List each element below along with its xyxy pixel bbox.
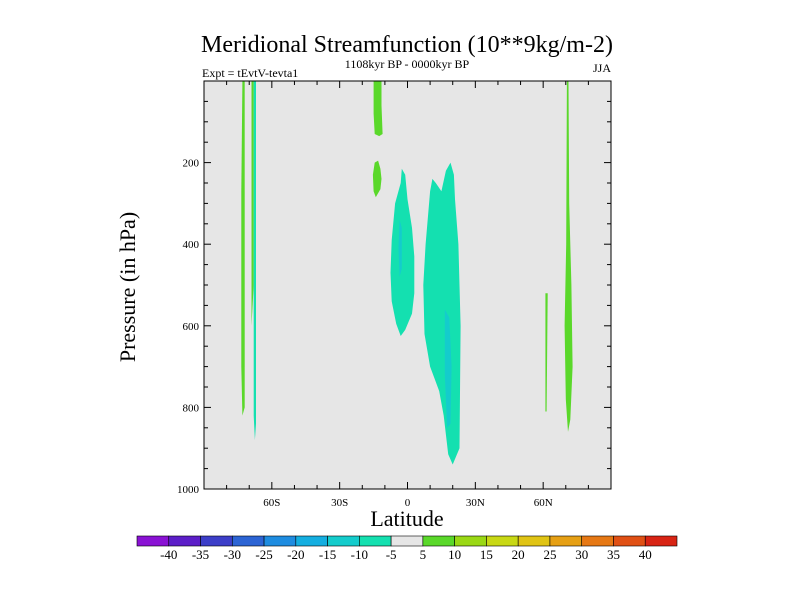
colorbar-label: 10 — [448, 547, 461, 562]
colorbar-swatch — [136, 535, 170, 547]
plot-area — [204, 81, 611, 489]
contour-region-eq-negative-west — [390, 168, 415, 336]
colorbar-label: 35 — [607, 547, 620, 562]
colorbar-swatch — [454, 535, 487, 547]
colorbar-label: -30 — [224, 547, 241, 562]
colorbar-swatch — [644, 535, 678, 547]
chart-subtitle-center: 1108kyr BP - 0000kyr BP — [345, 57, 470, 71]
colorbar-label: 40 — [639, 547, 652, 562]
colorbar-swatch — [581, 535, 614, 547]
contour-region-eq-negative-east — [423, 162, 461, 465]
x-axis-title: Latitude — [370, 506, 443, 531]
chart-subtitle-right: JJA — [593, 61, 611, 75]
colorbar-label: -10 — [351, 547, 368, 562]
colorbar-swatch — [517, 535, 551, 547]
colorbar-label: -20 — [287, 547, 304, 562]
colorbar-label: 20 — [512, 547, 525, 562]
x-tick-label: 60S — [263, 497, 280, 509]
colorbar-swatch — [390, 535, 424, 547]
y-tick-label: 400 — [183, 239, 200, 251]
y-tick-label: 200 — [183, 158, 200, 170]
x-tick-label: 30N — [466, 497, 485, 509]
colorbar-label: -40 — [160, 547, 177, 562]
colorbar: -40 -35 -30 -25 -20 -15 -10 -5 5 10 15 20 25 30 35 40 — [136, 535, 678, 562]
contour-region-nh-polar-positive-east — [564, 81, 573, 432]
contour-region-eq-negative-core-west — [398, 219, 402, 277]
contour-region-upper-positive — [373, 81, 383, 137]
y-axis-title: Pressure (in hPa) — [115, 212, 140, 362]
colorbar-swatch — [231, 535, 265, 547]
colorbar-swatch — [168, 535, 201, 547]
colorbar-swatch — [486, 535, 519, 547]
colorbar-label: 30 — [575, 547, 588, 562]
x-tick-label: 60N — [534, 497, 553, 509]
contour-region-nh-polar-positive-west — [545, 293, 548, 412]
colorbar-swatch — [200, 535, 233, 547]
colorbar-label: -15 — [319, 547, 336, 562]
colorbar-swatch — [549, 535, 583, 547]
colorbar-label: 25 — [543, 547, 556, 562]
colorbar-label: 5 — [420, 547, 427, 562]
contour-region-sh-polar-positive-west — [241, 81, 245, 416]
contour-region-sh-polar-negative — [253, 81, 256, 440]
contour-region-sh-polar-positive-east — [251, 81, 254, 326]
contour-region-upper-positive-lobe — [372, 160, 382, 198]
chart-subtitle-left: Expt = tEvtV-tevta1 — [202, 66, 298, 80]
colorbar-label: -35 — [192, 547, 209, 562]
colorbar-label: 15 — [480, 547, 493, 562]
colorbar-swatch — [422, 535, 455, 547]
colorbar-swatch — [327, 535, 360, 547]
colorbar-swatch — [295, 535, 328, 547]
chart-title: Meridional Streamfunction (10**9kg/m-2) — [201, 32, 613, 58]
colorbar-swatch — [263, 535, 297, 547]
x-tick-label: 30S — [331, 497, 348, 509]
colorbar-label: -25 — [255, 547, 272, 562]
x-tick-label: 0 — [405, 497, 411, 509]
contour-region-eq-negative-core-east — [444, 309, 452, 428]
colorbar-swatch — [359, 535, 392, 547]
y-tick-label: 600 — [183, 321, 200, 333]
y-tick-label: 800 — [183, 402, 200, 414]
colorbar-swatch — [613, 535, 646, 547]
axes: 60S 30S 0 30N 60N 200 400 600 800 1000 — [177, 80, 612, 509]
y-tick-label: 1000 — [177, 484, 200, 496]
colorbar-label: -5 — [386, 547, 397, 562]
